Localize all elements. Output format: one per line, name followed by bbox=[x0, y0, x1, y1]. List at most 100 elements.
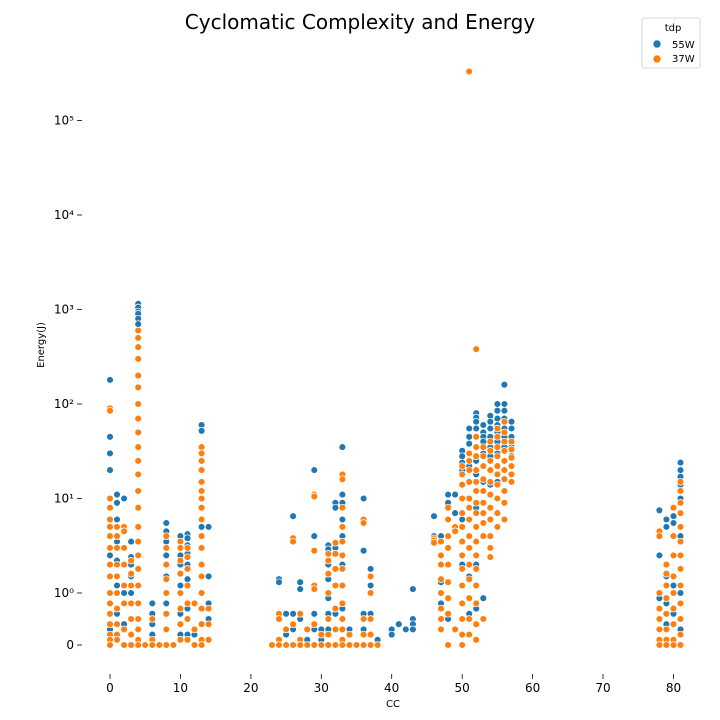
point-55w bbox=[310, 610, 319, 618]
point-37w bbox=[134, 625, 142, 634]
legend-marker-37w bbox=[652, 54, 662, 64]
point-37w bbox=[197, 503, 206, 512]
point-37w bbox=[120, 527, 128, 536]
point-37w bbox=[106, 620, 114, 628]
point-37w bbox=[275, 641, 283, 649]
point-37w bbox=[282, 625, 290, 634]
point-37w bbox=[465, 503, 473, 512]
point-55w bbox=[493, 414, 502, 423]
point-55w bbox=[183, 534, 192, 542]
point-55w bbox=[359, 546, 368, 555]
y-tick-label: 10⁵ bbox=[54, 114, 74, 128]
point-37w bbox=[162, 641, 171, 649]
point-37w bbox=[183, 599, 192, 608]
point-37w bbox=[134, 470, 142, 479]
point-37w bbox=[458, 581, 466, 590]
point-37w bbox=[338, 599, 347, 608]
point-37w bbox=[155, 641, 164, 649]
point-37w bbox=[134, 457, 142, 465]
point-55w bbox=[106, 433, 114, 441]
point-55w bbox=[669, 512, 678, 520]
point-37w bbox=[662, 641, 671, 649]
point-37w bbox=[176, 620, 185, 628]
point-37w bbox=[493, 523, 502, 531]
point-37w bbox=[183, 615, 192, 623]
point-55w bbox=[113, 581, 121, 590]
point-37w bbox=[662, 569, 671, 578]
point-37w bbox=[134, 537, 142, 546]
point-55w bbox=[458, 515, 466, 524]
point-55w bbox=[296, 578, 304, 586]
point-55w bbox=[430, 512, 438, 520]
point-55w bbox=[395, 620, 403, 628]
point-37w bbox=[317, 630, 326, 639]
point-37w bbox=[669, 641, 678, 649]
point-37w bbox=[303, 641, 311, 649]
point-37w bbox=[451, 527, 459, 536]
point-37w bbox=[310, 492, 319, 501]
y-tick-label: 10³ bbox=[54, 303, 74, 317]
point-37w bbox=[500, 475, 509, 483]
point-37w bbox=[338, 641, 347, 649]
x-axis-label: CC bbox=[386, 699, 400, 710]
point-37w bbox=[310, 641, 319, 649]
legend: tdp 55W 37W bbox=[641, 17, 701, 69]
point-37w bbox=[437, 589, 445, 597]
point-37w bbox=[303, 625, 311, 634]
point-37w bbox=[345, 641, 354, 649]
point-37w bbox=[465, 594, 473, 602]
point-55w bbox=[655, 551, 664, 560]
point-37w bbox=[444, 503, 452, 512]
point-37w bbox=[113, 532, 121, 540]
point-37w bbox=[676, 565, 685, 573]
legend-label-37w: 37W bbox=[672, 54, 695, 65]
point-37w bbox=[465, 457, 473, 465]
point-37w bbox=[162, 532, 171, 540]
point-55w bbox=[338, 515, 347, 524]
point-55w bbox=[113, 490, 121, 499]
point-37w bbox=[676, 499, 685, 507]
point-37w bbox=[106, 599, 114, 608]
point-37w bbox=[134, 414, 142, 423]
point-55w bbox=[106, 376, 114, 384]
point-55w bbox=[402, 625, 410, 634]
point-37w bbox=[437, 615, 445, 623]
point-37w bbox=[458, 599, 466, 608]
point-37w bbox=[197, 478, 206, 486]
point-37w bbox=[359, 615, 368, 623]
point-37w bbox=[127, 615, 135, 623]
point-37w bbox=[127, 569, 135, 578]
point-37w bbox=[120, 625, 128, 634]
point-37w bbox=[500, 447, 509, 455]
point-55w bbox=[451, 490, 459, 499]
point-37w bbox=[338, 551, 347, 560]
point-37w bbox=[458, 480, 466, 489]
point-37w bbox=[338, 475, 347, 483]
point-37w bbox=[113, 636, 121, 644]
point-37w bbox=[176, 544, 185, 552]
point-37w bbox=[479, 499, 488, 507]
point-37w bbox=[310, 546, 319, 555]
point-37w bbox=[113, 572, 121, 581]
point-37w bbox=[197, 487, 206, 495]
point-37w bbox=[106, 515, 114, 524]
point-37w bbox=[472, 523, 480, 531]
point-37w bbox=[127, 556, 135, 565]
point-37w bbox=[472, 537, 480, 546]
point-55w bbox=[458, 452, 466, 460]
point-37w bbox=[479, 509, 488, 517]
point-37w bbox=[162, 544, 171, 552]
point-37w bbox=[134, 641, 142, 649]
point-37w bbox=[134, 443, 142, 451]
point-37w bbox=[352, 641, 361, 649]
point-37w bbox=[331, 539, 340, 547]
point-55w bbox=[486, 417, 495, 426]
point-37w bbox=[331, 625, 340, 634]
point-37w bbox=[486, 544, 495, 552]
point-37w bbox=[472, 487, 480, 495]
point-37w bbox=[366, 615, 375, 623]
point-55w bbox=[289, 610, 297, 618]
point-37w bbox=[183, 553, 192, 561]
point-37w bbox=[359, 519, 368, 527]
point-55w bbox=[106, 466, 114, 474]
